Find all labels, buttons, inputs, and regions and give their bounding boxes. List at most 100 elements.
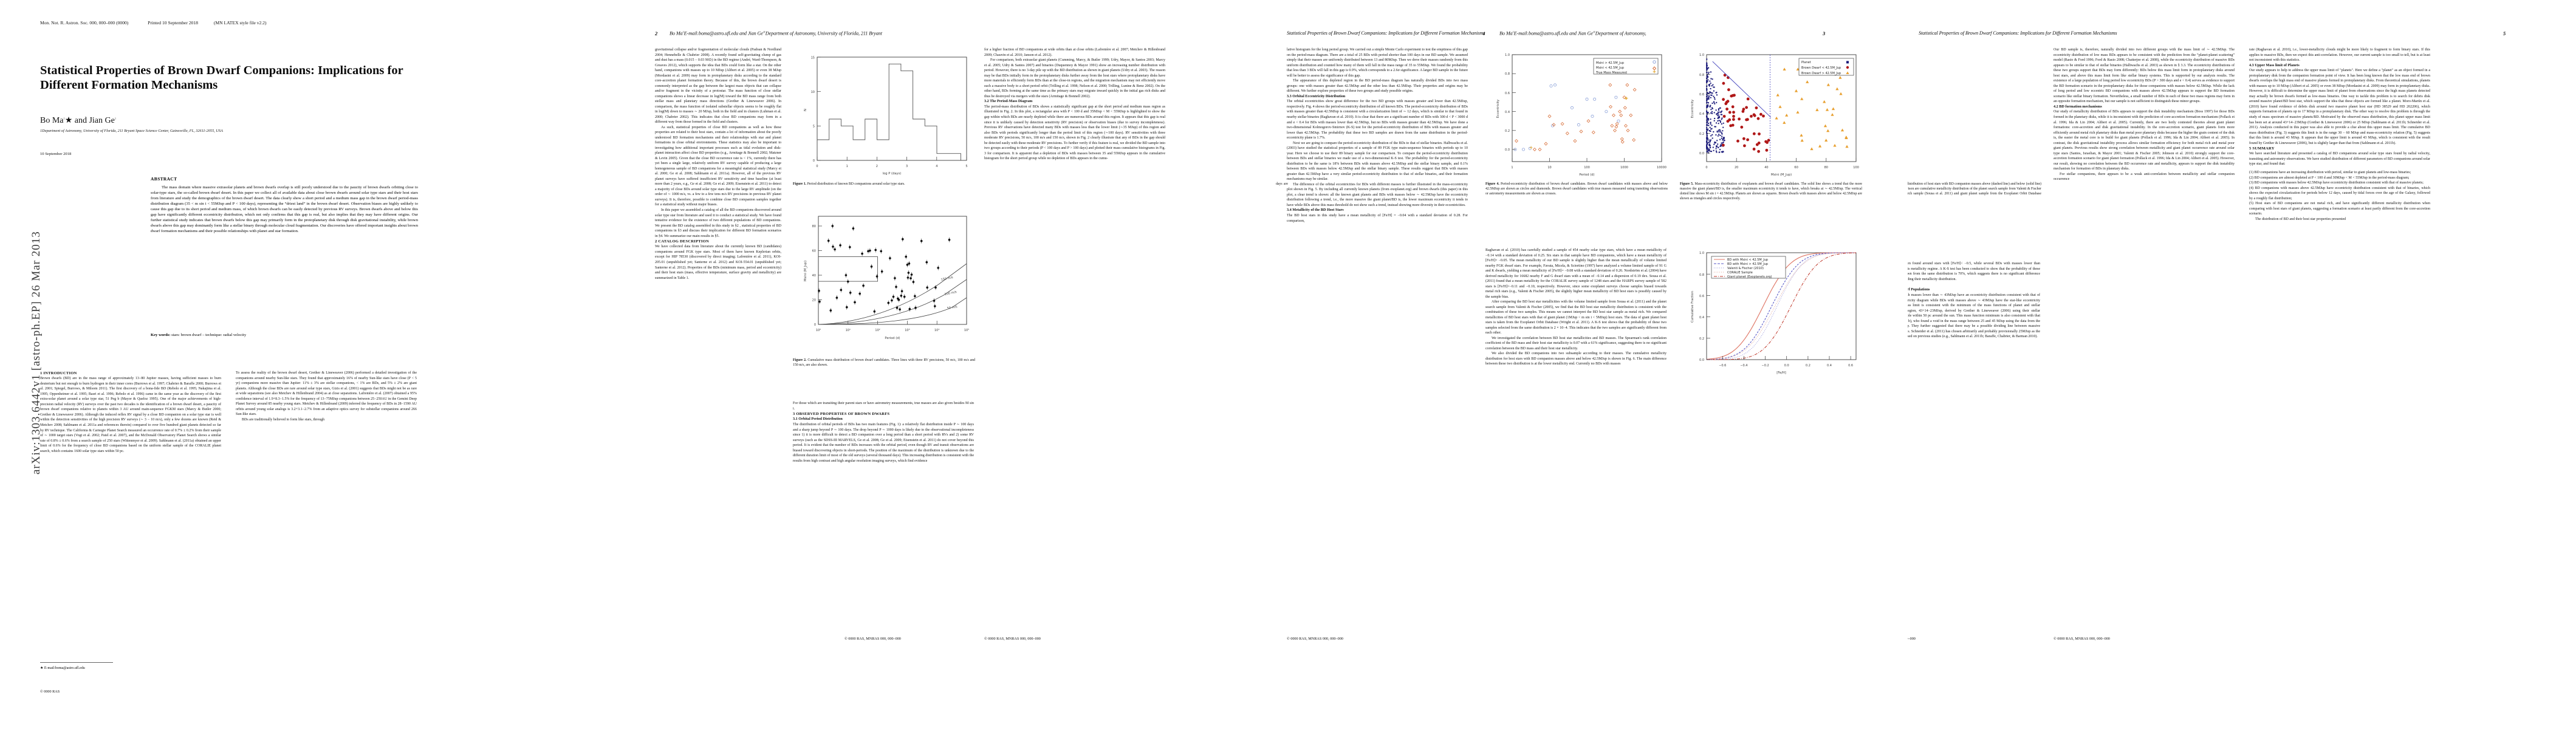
- figure-4: Msini > 42.5M_Jup Msini < 42.5M_Jup True…: [1485, 51, 1668, 186]
- page2-column-2: For those which are transiting their par…: [793, 401, 974, 464]
- figure-5-plot: Planet Brown Dwarf < 42.5M_Jup Brown Dwa…: [1691, 53, 1859, 177]
- svg-text:80: 80: [1824, 166, 1828, 169]
- svg-text:100: 100: [1584, 166, 1590, 169]
- svg-text:Brown Dwarf > 42.5M_Jup: Brown Dwarf > 42.5M_Jup: [1801, 72, 1841, 75]
- page4-column-1: Raghavan et al. (2010) has carefully stu…: [1485, 248, 1667, 367]
- figure-1: 0 5 10 15 0 1 2 3 4 5 log P (days) N: [793, 52, 975, 185]
- svg-text:Valenti & Fischer (2010): Valenti & Fischer (2010): [1727, 267, 1764, 270]
- svg-text:60: 60: [812, 250, 816, 253]
- paragraph: lative histogram for the long period gro…: [1287, 48, 1468, 78]
- printed-date: Printed 10 September 2018: [148, 20, 199, 26]
- figure-2-label: Figure 2.: [793, 358, 807, 362]
- running-head: Bo Ma1E-mail:boma@astro.ufl.edu and Jian…: [1499, 30, 1646, 36]
- paragraph: We also divided the BD companions into t…: [1485, 352, 1667, 366]
- running-head: Statistical Properties of Brown Dwarf Co…: [1919, 30, 2117, 36]
- submission-date: 10 September 2018: [40, 152, 72, 156]
- svg-text:0.6: 0.6: [1699, 93, 1704, 97]
- copyright-line: © 0000 RAS, MNRAS 000, 000–000: [984, 637, 1041, 641]
- svg-text:0.6: 0.6: [1699, 295, 1704, 298]
- figure-3: 0 20 40 60 80 0.0 0.2 0.4 0.6 0.8 1.0 Ms…: [1276, 52, 1288, 185]
- keywords-line: Key words: stars: brown dwarf – techniqu…: [151, 333, 418, 337]
- page5-column-0: greater than 42.5MJup have been found ar…: [1908, 261, 2040, 340]
- paragraph: In this paper we assembled a catalog of …: [655, 208, 781, 238]
- figure-2-plot: 150 m/s 100 m/s 50 m/s 10⁰ 10¹ 10² 10³: [804, 216, 969, 340]
- page-2: 2 Bo Ma1E-mail:boma@astro.ufl.edu and Ji…: [644, 0, 1276, 729]
- figure-2-caption-text: Cumulative mass distribution of brown dw…: [793, 358, 975, 367]
- svg-text:0.2: 0.2: [1699, 132, 1704, 136]
- figure-1-plot: 0 5 10 15 0 1 2 3 4 5 log P (days) N: [804, 56, 968, 176]
- paragraph: Raghavan et al. (2010) has carefully stu…: [1485, 248, 1667, 299]
- footnote-email: ★ E-mail:boma@astro.ufl.edu: [40, 666, 85, 670]
- section-observed-properties: 3 OBSERVED PROPERTIES OF BROWN DWARFS: [793, 412, 890, 417]
- svg-text:CORALIE Sample: CORALIE Sample: [1727, 271, 1753, 275]
- svg-text:3: 3: [906, 165, 908, 168]
- svg-text:0.8: 0.8: [1505, 72, 1510, 76]
- svg-text:log P (days): log P (days): [883, 172, 902, 176]
- figure-5-caption-text: Mass-eccentricity distribution of exopla…: [1680, 182, 1862, 200]
- abstract-body: The mass domain where massive extrasolar…: [151, 185, 418, 234]
- latex-style: (MN LATEX style file v2.2): [213, 20, 267, 26]
- page5-column-2: rate (Raghavan et al. 2010), i.e., lower…: [2249, 47, 2430, 222]
- paragraph: for a higher fraction of BD companions a…: [984, 48, 1165, 57]
- page1-column-1: 1 INTRODUCTION Brown dwarfs (BD) are in …: [40, 371, 221, 454]
- page2-column-3: for a higher fraction of BD companions a…: [984, 47, 1165, 162]
- svg-text:N: N: [804, 109, 807, 111]
- paragraph: Next we are going to compare the period-…: [1287, 141, 1468, 182]
- svg-text:0.6: 0.6: [1848, 364, 1853, 368]
- copyright-line: © 0000 RAS: [40, 690, 60, 694]
- svg-text:10: 10: [811, 91, 815, 94]
- svg-text:Cumulative Fraction: Cumulative Fraction: [1691, 291, 1694, 323]
- paragraph: Our study of metallicity distribution of…: [2054, 110, 2235, 171]
- svg-text:Planet: Planet: [1801, 61, 1811, 64]
- figure-5-label: Figure 5.: [1680, 182, 1694, 186]
- svg-text:Giant planet (Exoplanets.org): Giant planet (Exoplanets.org): [1727, 275, 1772, 279]
- abstract-heading: ABSTRACT: [151, 176, 177, 182]
- svg-text:0.8: 0.8: [1699, 74, 1704, 77]
- paragraph: For those which are transiting their par…: [793, 402, 974, 411]
- section-catalog: 2 CATALOG DESCRIPTION: [655, 239, 709, 244]
- figure-5-caption: Figure 5. Mass-eccentricity distribution…: [1680, 182, 1862, 202]
- svg-text:4: 4: [936, 165, 937, 168]
- subsection-bd-formation: 4.2 BD formation mechanisms: [2054, 104, 2102, 109]
- page-title: Statistical Properties of Brown Dwarf Co…: [40, 64, 403, 92]
- figure-4-label: Figure 4.: [1485, 182, 1499, 186]
- paragraph: We have searched literature and presente…: [2249, 152, 2430, 166]
- svg-text:0: 0: [1705, 166, 1707, 169]
- svg-text:Eccentricity: Eccentricity: [1691, 100, 1694, 118]
- subsection-period-mass: 3.2 The Period-Mass Diagram: [984, 99, 1033, 104]
- svg-text:0.4: 0.4: [1699, 316, 1704, 320]
- subsection-metallicity: 3.4 Metallicity of the BD Host Stars: [1287, 208, 1344, 213]
- figure-6-caption: Figure 6. Cumulative metallicity distrib…: [1908, 182, 2041, 202]
- subsection-eccentricity: 3.3 Orbital Eccentricity Distribution: [1287, 94, 1346, 98]
- paragraph: Our study appears to help to address the…: [2249, 69, 2430, 145]
- paragraph: The distribution of BD and their host st…: [2255, 217, 2346, 221]
- paragraph: We have collected data from literature a…: [655, 245, 781, 280]
- paragraph: Our study suggests that BDs with masses …: [1908, 293, 2040, 339]
- paragraph: greater than 42.5MJup have been found ar…: [1908, 262, 2040, 281]
- svg-text:0.2: 0.2: [1699, 337, 1704, 341]
- figure-4-caption-text: Period-eccentricity distribution of brow…: [1485, 182, 1668, 196]
- svg-text:20: 20: [812, 299, 816, 303]
- svg-text:0.0: 0.0: [1699, 152, 1704, 156]
- svg-text:−0.6: −0.6: [1719, 364, 1726, 368]
- svg-text:150 m/s: 150 m/s: [940, 276, 953, 282]
- svg-text:40: 40: [812, 274, 816, 278]
- svg-text:100 m/s: 100 m/s: [944, 290, 957, 296]
- svg-text:1000: 1000: [1620, 166, 1628, 169]
- subsection-two-populations: 4.1 Two Different Brown Dwarf Population…: [1908, 287, 1930, 292]
- page-number: 4: [1482, 30, 1485, 36]
- svg-text:Msini (M_Jup): Msini (M_Jup): [1771, 173, 1792, 177]
- svg-text:0.6: 0.6: [1505, 92, 1510, 95]
- summary-item-5: (5) Host stars of BD companions are not …: [2249, 202, 2430, 216]
- figure-1-caption-text: Period distribution of known BD companio…: [807, 182, 905, 186]
- svg-text:1.0: 1.0: [1699, 252, 1704, 255]
- svg-text:BD with Msini < 42.5M_Jup: BD with Msini < 42.5M_Jup: [1727, 258, 1768, 262]
- paragraph: The difference of the orbital eccentrici…: [1287, 182, 1468, 207]
- figure-1-label: Figure 1.: [793, 182, 807, 186]
- figure-3-caption: Figure 3. Cumulative mass distribution o…: [1276, 182, 1288, 192]
- figure-1-caption: Figure 1. Period distribution of known B…: [793, 182, 975, 187]
- svg-text:0.4: 0.4: [1505, 111, 1510, 114]
- svg-text:0: 0: [816, 165, 818, 168]
- svg-text:40: 40: [1764, 166, 1768, 169]
